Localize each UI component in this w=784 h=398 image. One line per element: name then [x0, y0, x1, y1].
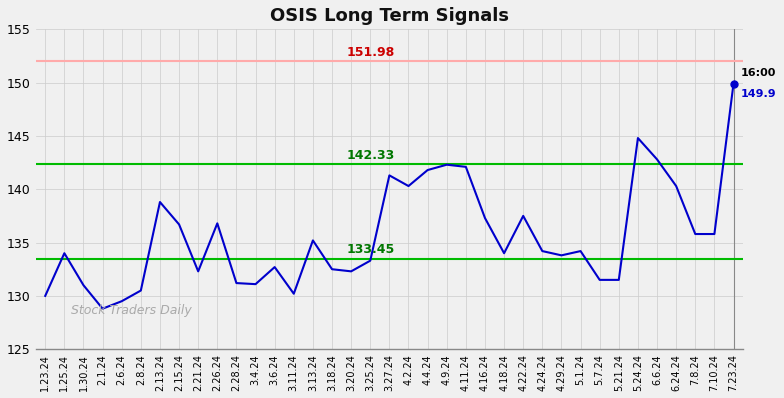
Title: OSIS Long Term Signals: OSIS Long Term Signals	[270, 7, 509, 25]
Text: 149.9: 149.9	[741, 89, 777, 99]
Text: 142.33: 142.33	[346, 149, 394, 162]
Text: 151.98: 151.98	[346, 46, 394, 59]
Text: 16:00: 16:00	[741, 68, 776, 78]
Text: 133.45: 133.45	[346, 244, 394, 256]
Text: Stock Traders Daily: Stock Traders Daily	[71, 304, 192, 317]
